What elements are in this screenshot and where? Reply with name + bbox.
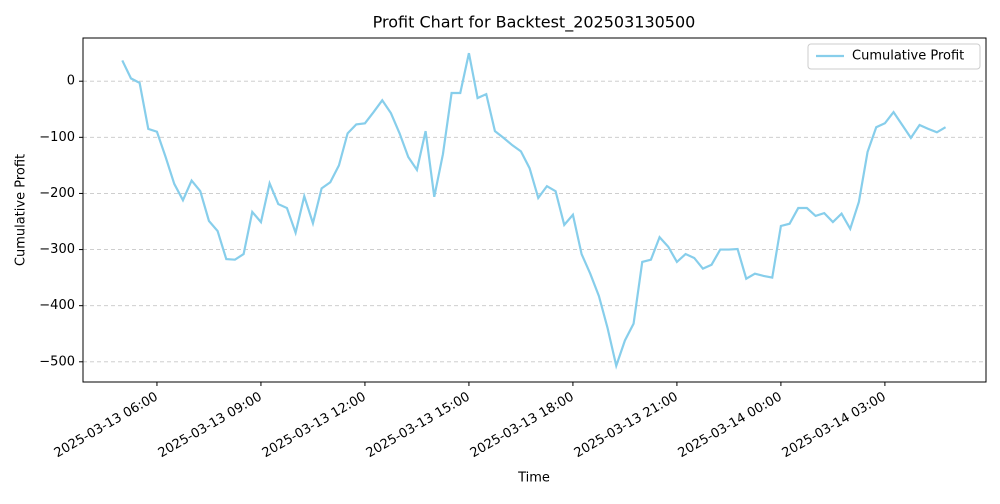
plot-frame: [82, 37, 987, 383]
y-tick-label: −200: [39, 186, 75, 201]
y-tick-label: −100: [39, 130, 75, 145]
x-axis-label: Time: [517, 471, 550, 486]
legend-label: Cumulative Profit: [852, 49, 964, 64]
chart-title: Profit Chart for Backtest_202503130500: [373, 13, 696, 33]
y-tick-label: 0: [67, 74, 75, 89]
y-axis-label: Cumulative Profit: [14, 154, 29, 266]
y-tick-label: −400: [39, 298, 75, 313]
line-series: [121, 52, 947, 370]
y-tick-label: −500: [39, 354, 75, 369]
y-tick-label: −300: [39, 242, 75, 257]
legend-box: [807, 43, 981, 70]
